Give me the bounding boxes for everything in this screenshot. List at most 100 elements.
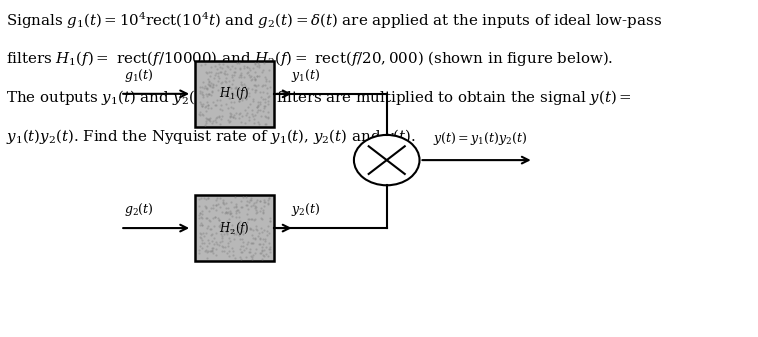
Point: [226, 63, 238, 68]
Point: [215, 66, 227, 71]
Point: [200, 103, 212, 108]
Point: [224, 95, 236, 101]
Point: [225, 111, 237, 116]
Point: [263, 246, 275, 251]
Point: [194, 84, 206, 89]
Point: [263, 93, 275, 99]
Point: [197, 101, 209, 106]
Point: [241, 198, 253, 203]
Point: [201, 99, 213, 105]
Point: [247, 240, 259, 246]
Point: [194, 110, 206, 115]
Point: [220, 209, 232, 215]
Point: [196, 215, 208, 221]
Point: [204, 119, 216, 124]
Point: [220, 75, 232, 81]
Point: [199, 83, 211, 88]
Point: [246, 76, 258, 82]
Point: [213, 61, 225, 67]
Point: [260, 122, 272, 127]
Point: [236, 237, 248, 242]
Point: [230, 93, 242, 98]
Point: [245, 73, 257, 79]
Point: [201, 70, 213, 75]
Point: [254, 198, 266, 204]
Point: [235, 198, 247, 204]
Point: [227, 248, 240, 253]
Point: [218, 197, 230, 203]
Point: [249, 235, 262, 241]
Point: [210, 202, 222, 208]
Point: [198, 195, 210, 201]
Point: [221, 232, 233, 237]
Point: [196, 212, 208, 217]
Point: [205, 70, 218, 75]
Ellipse shape: [354, 135, 419, 185]
Point: [259, 238, 271, 243]
Point: [246, 235, 258, 241]
Point: [225, 104, 237, 110]
Point: [228, 204, 240, 209]
Point: [233, 96, 245, 101]
Point: [262, 228, 274, 234]
Point: [217, 228, 229, 234]
Point: [205, 232, 218, 238]
Point: [219, 92, 231, 98]
Point: [235, 82, 247, 87]
Point: [227, 91, 240, 96]
Point: [225, 199, 237, 205]
Point: [213, 75, 225, 80]
Point: [238, 74, 250, 80]
Point: [240, 93, 252, 98]
Point: [224, 66, 236, 72]
Point: [207, 119, 219, 124]
Point: [262, 253, 274, 259]
Point: [199, 249, 211, 254]
Point: [249, 87, 262, 92]
Point: [193, 212, 205, 218]
Point: [244, 225, 256, 231]
Point: [236, 249, 248, 254]
Point: [259, 244, 271, 249]
Point: [258, 82, 271, 87]
Point: [263, 195, 275, 201]
Point: [230, 201, 242, 206]
Point: [260, 79, 272, 84]
Point: [247, 228, 259, 233]
Point: [260, 76, 272, 82]
Point: [223, 83, 235, 88]
Point: [228, 236, 240, 242]
Point: [196, 91, 208, 97]
Point: [262, 115, 274, 121]
Point: [252, 73, 265, 79]
Point: [207, 100, 219, 105]
Point: [214, 97, 226, 102]
Point: [193, 204, 205, 209]
Point: [209, 103, 221, 108]
Point: [265, 249, 277, 254]
Point: [212, 78, 224, 84]
Point: [218, 70, 230, 75]
Point: [218, 201, 230, 207]
Point: [220, 93, 232, 98]
Text: $g_1(t)$: $g_1(t)$: [124, 67, 153, 84]
Point: [234, 66, 246, 72]
Point: [218, 248, 230, 253]
Point: [242, 207, 254, 212]
Point: [264, 215, 276, 221]
Point: [219, 79, 231, 84]
Point: [258, 105, 270, 110]
Point: [227, 227, 240, 233]
Point: [211, 74, 224, 79]
Point: [249, 237, 261, 242]
Point: [255, 113, 267, 118]
Point: [226, 213, 238, 218]
Point: [221, 91, 233, 96]
Point: [224, 210, 236, 215]
Point: [194, 112, 206, 117]
Point: [230, 232, 242, 237]
Point: [258, 237, 271, 242]
Point: [208, 223, 220, 229]
Point: [217, 200, 229, 205]
Point: [203, 116, 215, 122]
